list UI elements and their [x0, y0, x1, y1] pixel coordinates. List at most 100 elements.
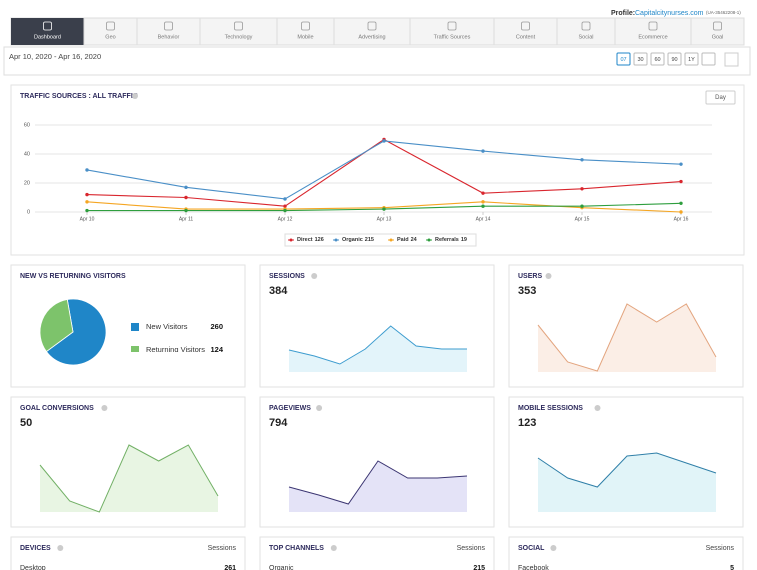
- date-range[interactable]: Apr 10, 2020 - Apr 16, 2020: [9, 52, 101, 61]
- tab-label[interactable]: Dashboard: [34, 34, 61, 40]
- range-button[interactable]: [667, 52, 682, 66]
- table-title: TOP CHANNELS: [269, 545, 324, 552]
- day-button[interactable]: [705, 90, 736, 105]
- range-button[interactable]: [616, 52, 631, 66]
- legend-swatch: [131, 346, 139, 352]
- sparkline-line: [288, 325, 467, 365]
- legend-entry: Direct 126: [297, 237, 324, 243]
- series-point: [481, 149, 485, 153]
- sparkline-title: SESSIONS: [269, 273, 305, 280]
- legend-swatch-dot: [289, 238, 293, 242]
- table-panel: [10, 536, 246, 570]
- legend-entry: Organic 215: [342, 237, 374, 243]
- series-point: [184, 195, 188, 200]
- tab-label[interactable]: Technology: [225, 34, 253, 40]
- help-icon[interactable]: [311, 273, 318, 279]
- tab-active[interactable]: [11, 18, 84, 45]
- legend-swatch-dot: [389, 238, 393, 242]
- x-tick-label: Apr 10: [80, 216, 95, 222]
- x-tick-label: Apr 16: [674, 216, 689, 222]
- tab-label[interactable]: Social: [579, 34, 594, 40]
- range-button-label[interactable]: 1Y: [688, 57, 695, 63]
- calendar-icon[interactable]: [724, 52, 739, 67]
- help-icon[interactable]: [550, 545, 557, 551]
- tab-label[interactable]: Ecommerce: [638, 34, 667, 40]
- help-icon[interactable]: [594, 405, 601, 411]
- sparkline-area: [40, 445, 218, 512]
- x-tick-label: Apr 12: [278, 216, 293, 222]
- tab-bar: [10, 17, 745, 46]
- tab-label[interactable]: Mobile: [297, 34, 313, 40]
- series-point: [283, 208, 287, 213]
- tab-icon: [164, 21, 173, 31]
- table-row-value: 215: [473, 565, 485, 570]
- help-icon[interactable]: [101, 405, 108, 411]
- series-point: [85, 168, 89, 172]
- table-panel: [508, 536, 744, 570]
- tab-label[interactable]: Content: [516, 34, 536, 40]
- legend-name: Direct: [297, 237, 313, 243]
- help-icon[interactable]: [545, 273, 552, 279]
- y-tick-label: 0: [27, 209, 30, 215]
- series-point: [481, 191, 485, 195]
- tab-label[interactable]: Geo: [105, 34, 115, 40]
- help-icon[interactable]: [316, 405, 323, 411]
- traffic-title: TRAFFIC SOURCES : ALL TRAFFIC: [20, 93, 138, 100]
- range-button[interactable]: [650, 52, 665, 66]
- sparkline-area: [538, 304, 716, 372]
- table-row-label: Organic: [269, 565, 294, 570]
- sparkline-total: 353: [518, 285, 536, 297]
- table-row-value: 5: [730, 565, 734, 570]
- export-button[interactable]: [701, 52, 716, 66]
- range-button-label[interactable]: 30: [637, 57, 643, 63]
- legend-name: Returning Visitors: [146, 345, 205, 354]
- day-button-label[interactable]: Day: [715, 95, 726, 101]
- series-point: [184, 185, 188, 190]
- sparkline-total: 50: [20, 417, 32, 429]
- help-icon[interactable]: [57, 545, 64, 551]
- table-panel: [259, 536, 495, 570]
- series-point: [481, 204, 485, 208]
- x-tick-label: Apr 15: [575, 216, 590, 222]
- sparkline-total: 384: [269, 285, 288, 297]
- range-button-label[interactable]: 07: [620, 57, 626, 63]
- tab-label[interactable]: Advertising: [358, 34, 385, 40]
- table-row-label: Facebook: [518, 565, 549, 570]
- sparkline-area: [538, 453, 716, 512]
- legend-swatch-dot: [334, 238, 338, 242]
- range-button-label[interactable]: 60: [654, 57, 660, 63]
- tab-icon: [301, 21, 310, 31]
- range-button-label[interactable]: 90: [671, 57, 677, 63]
- sparkline-area: [289, 326, 467, 372]
- table-column: Sessions: [208, 545, 237, 552]
- tab-icon: [648, 21, 658, 31]
- legend-value: 260: [210, 322, 223, 331]
- tab-icon: [106, 21, 115, 31]
- series-point: [481, 200, 485, 204]
- help-icon[interactable]: [132, 93, 138, 99]
- profile-id: (UA-35462208-1): [706, 10, 741, 15]
- range-button[interactable]: [633, 52, 648, 66]
- range-button[interactable]: [684, 52, 699, 66]
- help-icon[interactable]: [330, 545, 337, 551]
- series-point: [382, 139, 386, 143]
- tab-label[interactable]: Behavior: [158, 34, 180, 40]
- y-tick-label: 40: [24, 151, 30, 157]
- series-point: [184, 208, 188, 213]
- legend-value: 124: [210, 345, 223, 354]
- series-point: [85, 208, 89, 213]
- pie-slice: [45, 298, 107, 366]
- table-title: DEVICES: [20, 545, 51, 552]
- profile-label: Profile:: [611, 10, 635, 17]
- tab-label[interactable]: Traffic Sources: [434, 34, 471, 40]
- pie-slice: [39, 299, 74, 353]
- y-tick-label: 60: [24, 122, 30, 128]
- table-column: Sessions: [457, 545, 486, 552]
- profile-site[interactable]: Capitalcitynurses.com: [635, 10, 704, 17]
- tab-icon: [521, 21, 530, 31]
- series-point: [382, 207, 386, 211]
- series-point: [679, 162, 683, 166]
- tab-label[interactable]: Goal: [712, 34, 724, 40]
